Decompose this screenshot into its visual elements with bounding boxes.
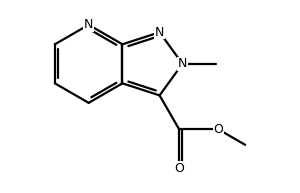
Text: N: N xyxy=(178,57,187,70)
Text: N: N xyxy=(155,26,164,39)
Text: O: O xyxy=(213,123,223,136)
Text: N: N xyxy=(84,18,93,31)
Text: O: O xyxy=(174,162,184,175)
